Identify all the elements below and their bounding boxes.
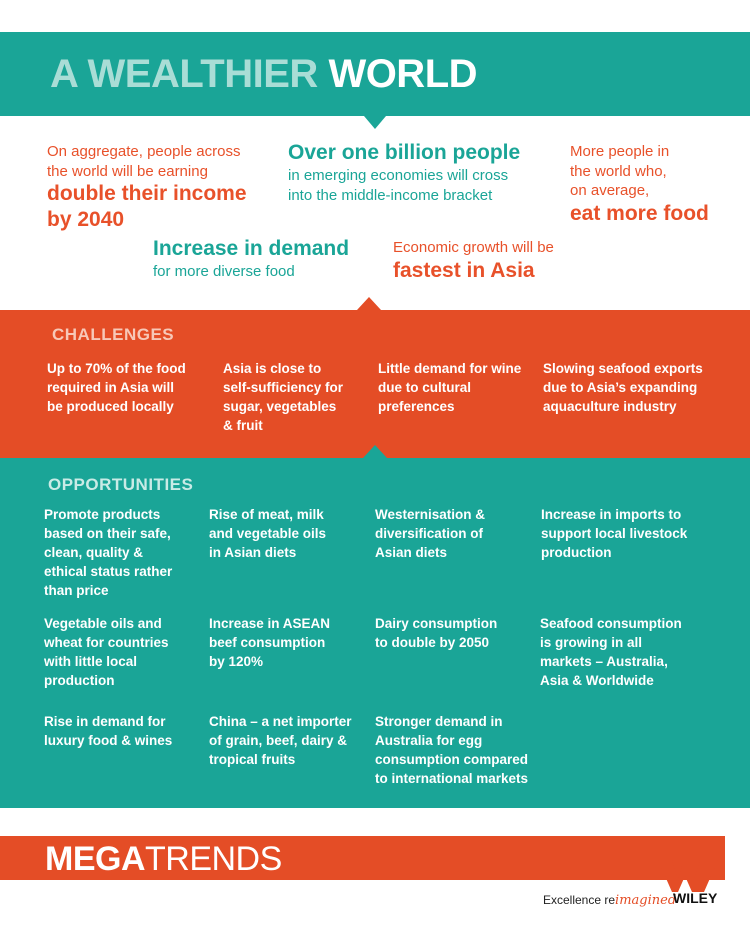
highlight-billion-line-2: into the middle-income bracket	[288, 186, 493, 204]
highlight-income-big-2: by 2040	[47, 208, 125, 232]
opportunity-item: Seafood consumption is growing in all ma…	[540, 616, 682, 688]
highlight-food-line-2: the world who,	[570, 162, 667, 180]
challenge-item: Slowing seafood exports due to Asia’s ex…	[543, 361, 703, 414]
highlight-food-big: eat more food	[570, 201, 709, 225]
highlight-income-line-2: the world will be earning	[47, 162, 208, 180]
brand-light: TRENDS	[145, 840, 282, 878]
megatrends-logo: MEGATRENDS	[45, 840, 282, 879]
highlight-demand-big: Increase in demand	[153, 237, 350, 260]
highlight-asia-big: fastest in Asia	[393, 258, 535, 282]
opportunity-item: Increase in ASEAN beef consumption by 12…	[209, 616, 331, 669]
highlight-asia: Economic growth will be fastest in Asia	[393, 238, 554, 284]
highlight-billion: Over one billion people in emerging econ…	[288, 140, 520, 205]
challenges-notch	[357, 297, 381, 310]
title-part-1: A WEALTHIER	[50, 52, 318, 96]
highlight-demand: Increase in demand for more diverse food	[153, 236, 349, 282]
brand-bold: MEGA	[45, 840, 146, 878]
tagline: Excellence reimagined	[543, 893, 676, 908]
wiley-wordmark: WILEY	[673, 890, 718, 906]
challenges-heading: CHALLENGES	[52, 325, 175, 344]
challenge-item: Little demand for wine due to cultural p…	[378, 361, 522, 414]
highlight-asia-line-1: Economic growth will be	[393, 239, 554, 256]
highlight-demand-line-1: for more diverse food	[153, 263, 295, 281]
highlight-income: On aggregate, people across the world wi…	[47, 142, 247, 234]
highlight-billion-big: Over one billion people	[288, 141, 521, 164]
opportunity-item: Promote products based on their safe, cl…	[44, 507, 173, 598]
highlight-food: More people in the world who, on average…	[570, 142, 709, 227]
opportunity-item: Dairy consumption to double by 2050	[375, 616, 498, 650]
opportunity-item: Rise in demand for luxury food & wines	[44, 714, 173, 748]
opportunity-item: Rise of meat, milk and vegetable oils in…	[209, 507, 327, 560]
highlight-food-line-3: on average,	[570, 182, 650, 199]
highlight-income-big-1: double their income	[47, 182, 247, 205]
opportunity-item: Vegetable oils and wheat for countries w…	[44, 616, 169, 688]
wiley-w-icon	[658, 852, 718, 892]
challenge-item: Up to 70% of the food required in Asia w…	[47, 361, 186, 414]
header-notch	[364, 116, 386, 129]
opportunity-item: Westernisation & diversification of Asia…	[375, 507, 486, 560]
challenges-section: CHALLENGES Up to 70% of the food require…	[0, 310, 750, 458]
highlight-food-line-1: More people in	[570, 143, 670, 160]
opportunity-item: China – a net importer of grain, beef, d…	[209, 714, 352, 767]
page-title: A WEALTHIER WORLD	[50, 52, 478, 97]
tagline-text: Excellence re	[543, 893, 616, 907]
header-banner: A WEALTHIER WORLD	[0, 32, 750, 116]
title-part-2: WORLD	[328, 52, 478, 96]
megatrends-banner: MEGATRENDS	[0, 836, 725, 880]
opportunity-item: Increase in imports to support local liv…	[541, 507, 688, 560]
highlight-billion-line-1: in emerging economies will cross	[288, 167, 509, 185]
opportunities-notch	[363, 445, 387, 458]
highlight-income-line-1: On aggregate, people across	[47, 143, 241, 160]
opportunities-section: OPPORTUNITIES Promote products based on …	[0, 458, 750, 808]
opportunity-item: Stronger demand in Australia for egg con…	[375, 714, 529, 786]
challenge-item: Asia is close to self-sufficiency for su…	[223, 361, 344, 433]
tagline-script: imagined	[615, 893, 677, 908]
opportunities-heading: OPPORTUNITIES	[48, 475, 194, 494]
